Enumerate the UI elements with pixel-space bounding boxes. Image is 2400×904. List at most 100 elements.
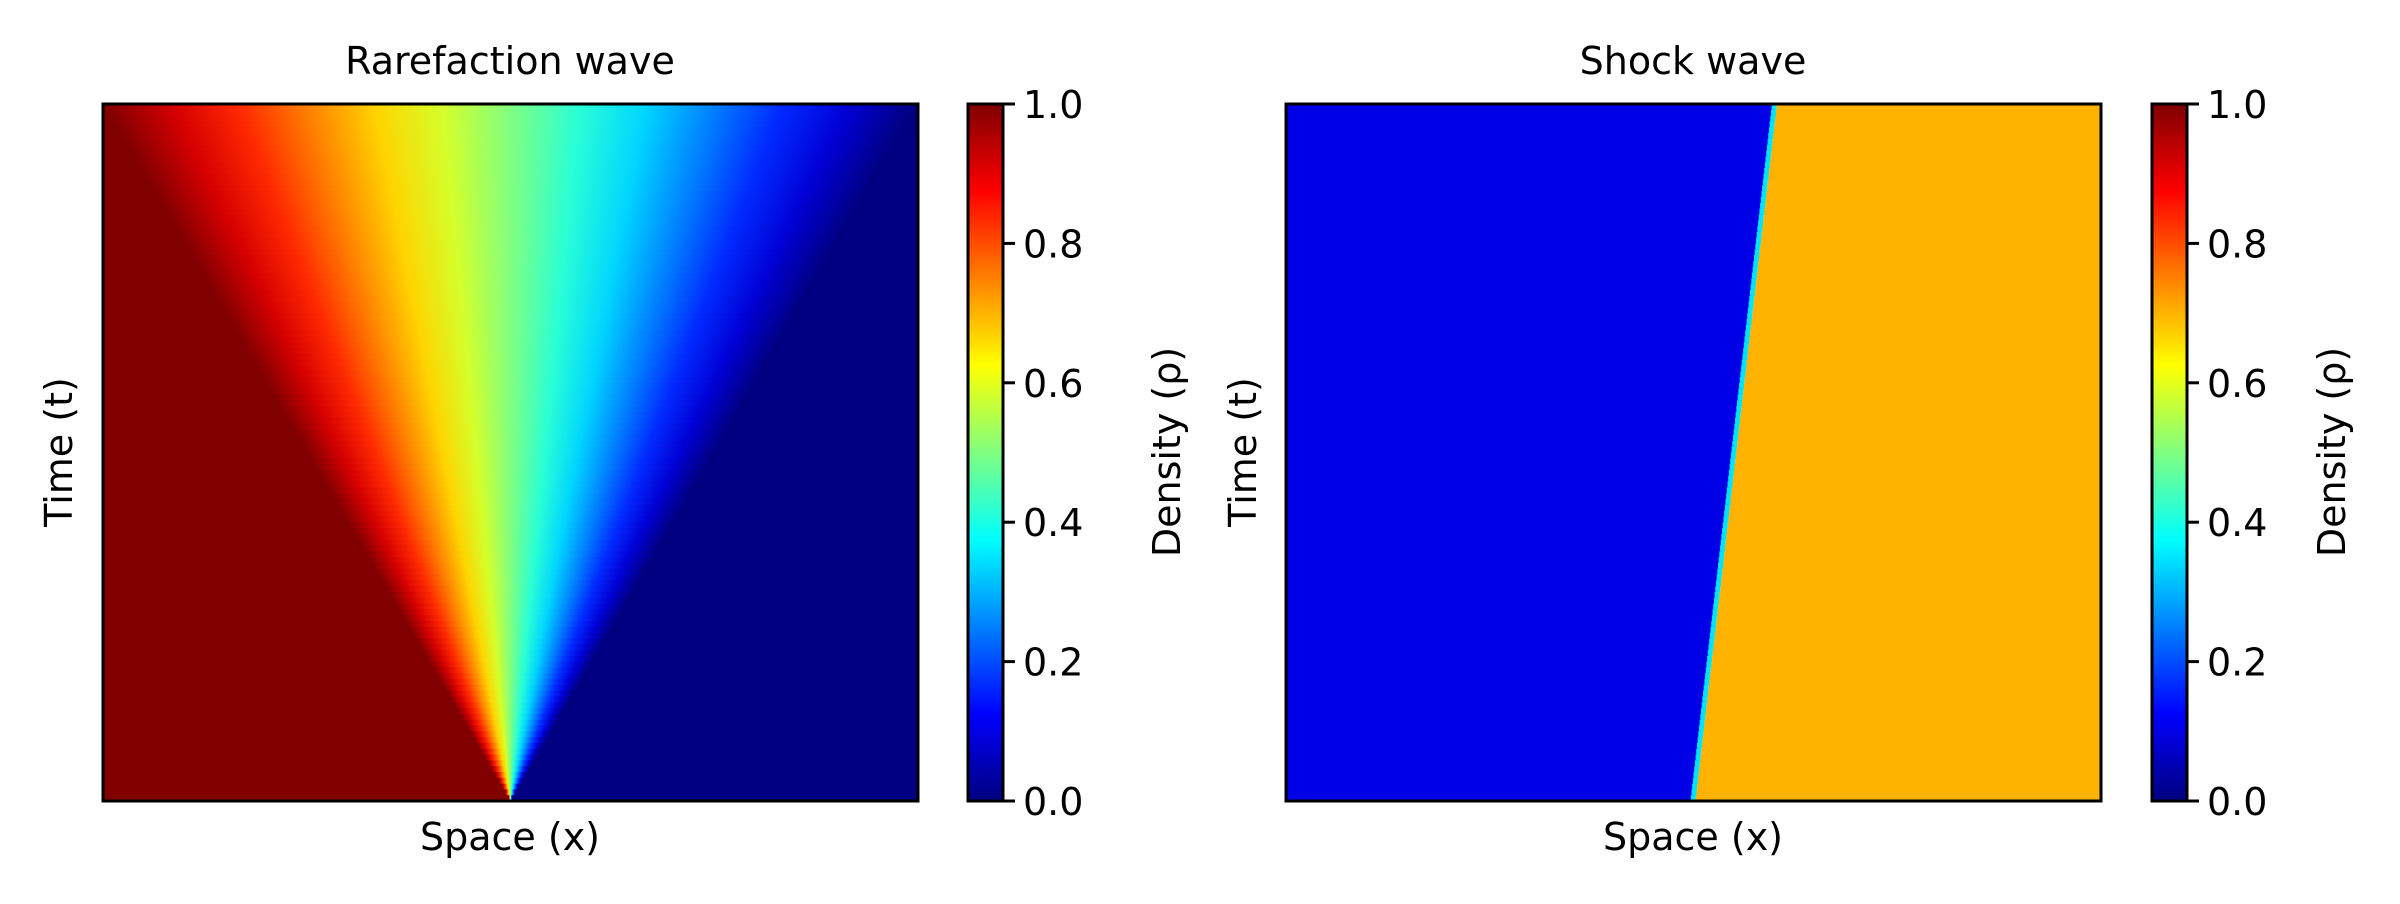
heatmap-shock-edge	[1719, 551, 1725, 558]
heatmap-row	[103, 127, 918, 134]
heatmap-row-left	[1286, 649, 1711, 657]
heatmap-row-right	[1752, 313, 2101, 320]
panel-shock: Shock wave Space (x) Time (t) 0.00.20.40…	[1221, 39, 2354, 859]
heatmap-row	[103, 156, 918, 163]
heatmap-row-left	[1286, 458, 1734, 465]
heatmap-row-left	[1286, 133, 1772, 140]
heatmap-shock-edge	[1691, 789, 1697, 796]
heatmap-row	[103, 586, 918, 593]
heatmap-row-right	[1707, 696, 2101, 703]
heatmap-row-right	[1742, 400, 2101, 407]
heatmap-row-right	[1748, 342, 2101, 349]
heatmap-shock-edge	[1749, 289, 1755, 297]
heatmap-row-right	[1718, 603, 2101, 610]
heatmap-row-right	[1733, 475, 2101, 483]
panel-1-colorbar-ticks: 0.0 0.2 0.4 0.6 0.8 1.0	[1003, 83, 1083, 824]
heatmap-row-left	[1286, 522, 1726, 529]
heatmap-row-right	[1731, 493, 2101, 500]
heatmap-row-right	[1737, 440, 2101, 448]
heatmap-row	[103, 440, 918, 448]
heatmap-row-right	[1746, 359, 2101, 366]
heatmap-row-left	[1286, 690, 1707, 698]
heatmap-row-left	[1286, 667, 1709, 674]
heatmap-row-left	[1286, 121, 1773, 128]
heatmap-row-left	[1286, 679, 1708, 686]
heatmap-shock-edge	[1752, 266, 1758, 274]
heatmap-shock-edge	[1735, 411, 1741, 419]
heatmap-row-right	[1723, 557, 2101, 564]
heatmap-shock-edge	[1754, 255, 1759, 262]
heatmap-row-left	[1286, 417, 1738, 425]
heatmap-row-right	[1744, 376, 2101, 384]
colorbar-tick-label: 0.6	[1023, 362, 1083, 406]
heatmap-row-left	[1286, 295, 1753, 303]
heatmap-shock-edge	[1762, 185, 1768, 192]
heatmap-row-left	[1286, 551, 1723, 558]
heatmap-row-right	[1708, 690, 2101, 698]
heatmap-row-left	[1286, 597, 1717, 605]
heatmap-row-left	[1286, 173, 1767, 181]
heatmap-row-left	[1286, 655, 1711, 663]
heatmap-row-left	[1286, 179, 1766, 186]
heatmap-row-left	[1286, 493, 1730, 500]
heatmap-shock-edge	[1701, 702, 1707, 709]
heatmap-row	[103, 464, 918, 471]
heatmap-row-right	[1711, 661, 2101, 669]
heatmap-shock-edge	[1739, 382, 1745, 390]
heatmap-shock-edge	[1699, 719, 1705, 727]
heatmap-row	[103, 754, 918, 761]
heatmap-row	[103, 771, 918, 779]
colorbar-tick-label: 0.4	[2207, 501, 2267, 545]
heatmap-row-right	[1732, 481, 2101, 488]
heatmap-shock-edge	[1708, 644, 1714, 651]
heatmap-shock-edge	[1715, 586, 1721, 593]
heatmap-row	[103, 266, 918, 274]
heatmap-row-right	[1701, 748, 2101, 756]
panel-2-colorbar-ticks: 0.0 0.2 0.4 0.6 0.8 1.0	[2187, 83, 2267, 824]
heatmap-row-left	[1286, 771, 1697, 779]
heatmap-row-left	[1286, 777, 1696, 785]
heatmap-row	[103, 533, 918, 541]
heatmap-shock-edge	[1690, 795, 1696, 802]
heatmap-row	[103, 498, 918, 506]
heatmap-row	[103, 347, 918, 355]
panel-2-ylabel: Time (t)	[1221, 377, 1265, 528]
heatmap-row	[103, 469, 918, 477]
heatmap-shock-edge	[1755, 243, 1761, 250]
heatmap-row-left	[1286, 452, 1734, 459]
heatmap-row	[103, 713, 918, 721]
heatmap-row-right	[1742, 394, 2101, 401]
heatmap-row-left	[1286, 586, 1719, 593]
heatmap-row	[103, 708, 918, 715]
heatmap-row-left	[1286, 469, 1732, 477]
heatmap-row-right	[1714, 638, 2101, 645]
heatmap-row	[103, 551, 918, 558]
heatmap-row	[103, 760, 918, 767]
heatmap-row-right	[1720, 586, 2101, 593]
panel-1-axes-frame	[101, 102, 920, 803]
heatmap-shock-edge	[1724, 510, 1730, 517]
heatmap-row	[103, 324, 918, 332]
heatmap-row-left	[1286, 504, 1728, 512]
heatmap-row	[103, 359, 918, 366]
heatmap-shock-edge	[1753, 260, 1759, 268]
heatmap-shock-edge	[1703, 684, 1709, 692]
heatmap-row-right	[1731, 487, 2101, 494]
heatmap-row-right	[1718, 597, 2101, 605]
heatmap-shock-edge	[1692, 777, 1698, 785]
heatmap-row-left	[1286, 719, 1703, 727]
heatmap-row-left	[1286, 336, 1748, 343]
heatmap-row-left	[1286, 127, 1772, 134]
heatmap-row	[103, 406, 918, 413]
heatmap-shock-edge	[1728, 469, 1734, 477]
heatmap-row	[103, 696, 918, 703]
heatmap-shock-edge	[1744, 336, 1750, 343]
heatmap-row-left	[1286, 144, 1770, 152]
heatmap-row-left	[1286, 545, 1724, 552]
heatmap-row	[103, 289, 918, 297]
heatmap-row-right	[1696, 789, 2101, 796]
heatmap-row	[103, 191, 918, 198]
heatmap-row-right	[1743, 388, 2101, 396]
heatmap-row-right	[1724, 551, 2101, 558]
heatmap-row-left	[1286, 400, 1741, 407]
